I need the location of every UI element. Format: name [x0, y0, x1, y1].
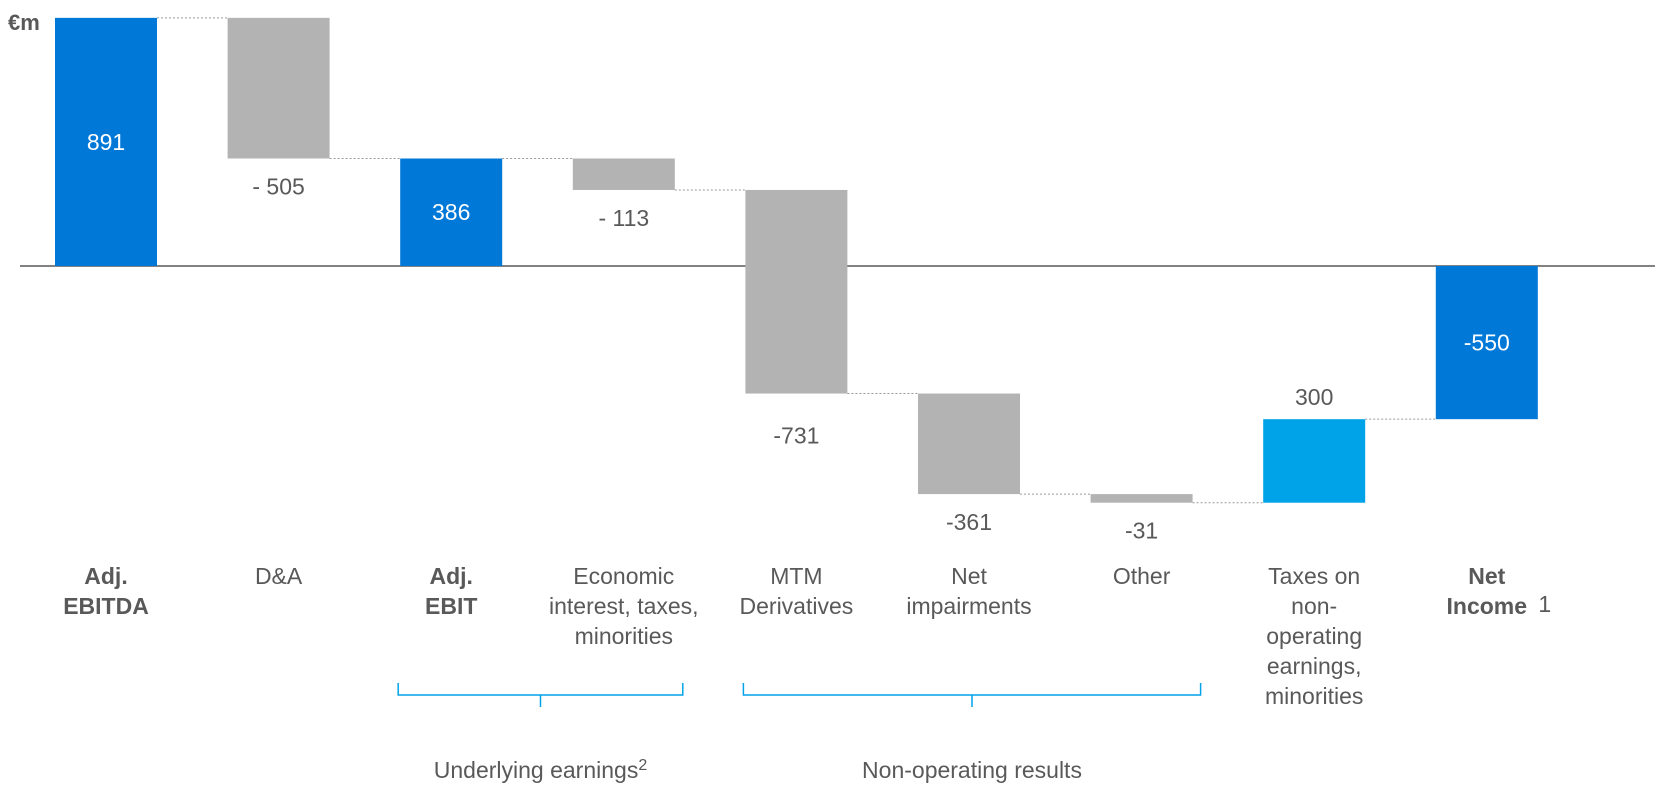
group-bracket: [397, 683, 684, 707]
bar-9: [1435, 266, 1538, 420]
group-label: Non-operating results: [862, 757, 1082, 783]
bar-3: [400, 158, 503, 266]
value-label: -731: [773, 423, 819, 449]
bar-6: [918, 393, 1020, 495]
category-label: Taxes on non-operating earnings, minorities: [1265, 563, 1363, 709]
category-labels: Adj. EBITDA D&A Adj. EBIT Economic interest, t…: [63, 563, 1551, 709]
group-label: Underlying earnings2: [434, 757, 648, 783]
bar-4: [572, 158, 675, 190]
category-label: Adj. EBIT: [425, 563, 477, 619]
category-label: MTM Derivatives: [740, 563, 854, 619]
category-label: Net impairments: [906, 563, 1031, 619]
value-label: - 505: [252, 173, 304, 199]
bars: [55, 17, 1538, 503]
category-label: D&A: [255, 563, 303, 589]
bar-2: [227, 17, 330, 159]
value-label: -31: [1125, 518, 1158, 544]
value-label: 891: [87, 129, 125, 155]
footnote-marker: 1: [1538, 591, 1551, 617]
bar-5: [745, 189, 848, 394]
value-label: 386: [432, 199, 470, 225]
category-label: Other: [1113, 563, 1171, 589]
value-label: -361: [946, 509, 992, 535]
bar-1: [55, 17, 157, 266]
category-label: Adj. EBITDA: [63, 563, 149, 619]
category-label: Net Income: [1447, 563, 1528, 619]
unit-label: €m: [8, 10, 40, 35]
group-brackets: Underlying earnings2 Non-operating result…: [397, 683, 1202, 783]
category-label: Economic interest, taxes, minorities: [549, 563, 699, 649]
group-bracket: [742, 683, 1202, 707]
bar-8: [1263, 419, 1366, 503]
value-label: -550: [1464, 330, 1510, 356]
value-labels: 891 - 505 386 - 113 -731 -361 -31 300 -550: [87, 129, 1510, 544]
bar-7: [1090, 494, 1193, 503]
value-label: - 113: [598, 205, 649, 231]
value-label: 300: [1295, 384, 1333, 410]
